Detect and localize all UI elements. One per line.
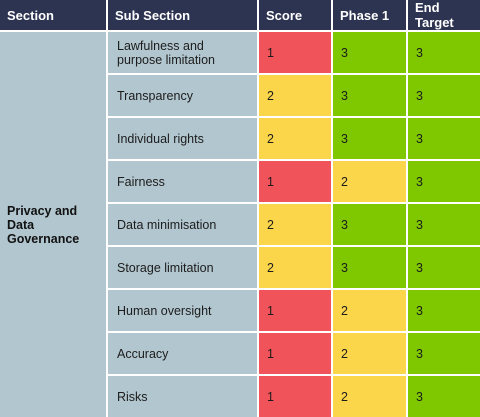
phase-1-cell: 3 bbox=[333, 30, 408, 73]
score-cell: 2 bbox=[259, 116, 333, 159]
header-phase-1: Phase 1 bbox=[333, 0, 408, 30]
sub-section-cell: Accuracy bbox=[108, 331, 259, 374]
end-target-cell: 3 bbox=[408, 288, 480, 331]
end-target-cell: 3 bbox=[408, 202, 480, 245]
table-row: Transparency 2 3 3 bbox=[0, 73, 480, 116]
table-body: Privacy and Data Governance Lawfulness and… bbox=[0, 30, 480, 417]
score-cell: 1 bbox=[259, 288, 333, 331]
sub-section-cell: Lawfulness and purpose limitation bbox=[108, 30, 259, 73]
table-row: Data minimisation 2 3 3 bbox=[0, 202, 480, 245]
header-sub-section: Sub Section bbox=[108, 0, 259, 30]
score-cell: 2 bbox=[259, 202, 333, 245]
table-row: Accuracy 1 2 3 bbox=[0, 331, 480, 374]
header-score: Score bbox=[259, 0, 333, 30]
phase-1-cell: 2 bbox=[333, 159, 408, 202]
end-target-cell: 3 bbox=[408, 159, 480, 202]
phase-1-cell: 2 bbox=[333, 331, 408, 374]
end-target-cell: 3 bbox=[408, 30, 480, 73]
phase-1-cell: 2 bbox=[333, 374, 408, 417]
score-cell: 1 bbox=[259, 331, 333, 374]
sub-section-cell: Risks bbox=[108, 374, 259, 417]
score-cell: 2 bbox=[259, 73, 333, 116]
table-row: Storage limitation 2 3 3 bbox=[0, 245, 480, 288]
score-cell: 1 bbox=[259, 30, 333, 73]
phase-1-cell: 3 bbox=[333, 202, 408, 245]
table-row: Human oversight 1 2 3 bbox=[0, 288, 480, 331]
sub-section-cell: Human oversight bbox=[108, 288, 259, 331]
header-row: Section Sub Section Score Phase 1 End Ta… bbox=[0, 0, 480, 30]
table-row: Individual rights 2 3 3 bbox=[0, 116, 480, 159]
header-section: Section bbox=[0, 0, 108, 30]
end-target-cell: 3 bbox=[408, 73, 480, 116]
sub-section-cell: Transparency bbox=[108, 73, 259, 116]
header-end-target: End Target bbox=[408, 0, 480, 30]
sub-section-cell: Data minimisation bbox=[108, 202, 259, 245]
score-cell: 1 bbox=[259, 374, 333, 417]
end-target-cell: 3 bbox=[408, 331, 480, 374]
section-cell: Privacy and Data Governance bbox=[0, 30, 108, 417]
sub-section-cell: Individual rights bbox=[108, 116, 259, 159]
sub-section-cell: Storage limitation bbox=[108, 245, 259, 288]
sub-section-cell: Fairness bbox=[108, 159, 259, 202]
phase-1-cell: 3 bbox=[333, 245, 408, 288]
table-row: Fairness 1 2 3 bbox=[0, 159, 480, 202]
end-target-cell: 3 bbox=[408, 245, 480, 288]
phase-1-cell: 3 bbox=[333, 116, 408, 159]
end-target-cell: 3 bbox=[408, 374, 480, 417]
score-cell: 1 bbox=[259, 159, 333, 202]
phase-1-cell: 3 bbox=[333, 73, 408, 116]
end-target-cell: 3 bbox=[408, 116, 480, 159]
phase-1-cell: 2 bbox=[333, 288, 408, 331]
table-row: Privacy and Data Governance Lawfulness and… bbox=[0, 30, 480, 417]
score-cell: 2 bbox=[259, 245, 333, 288]
